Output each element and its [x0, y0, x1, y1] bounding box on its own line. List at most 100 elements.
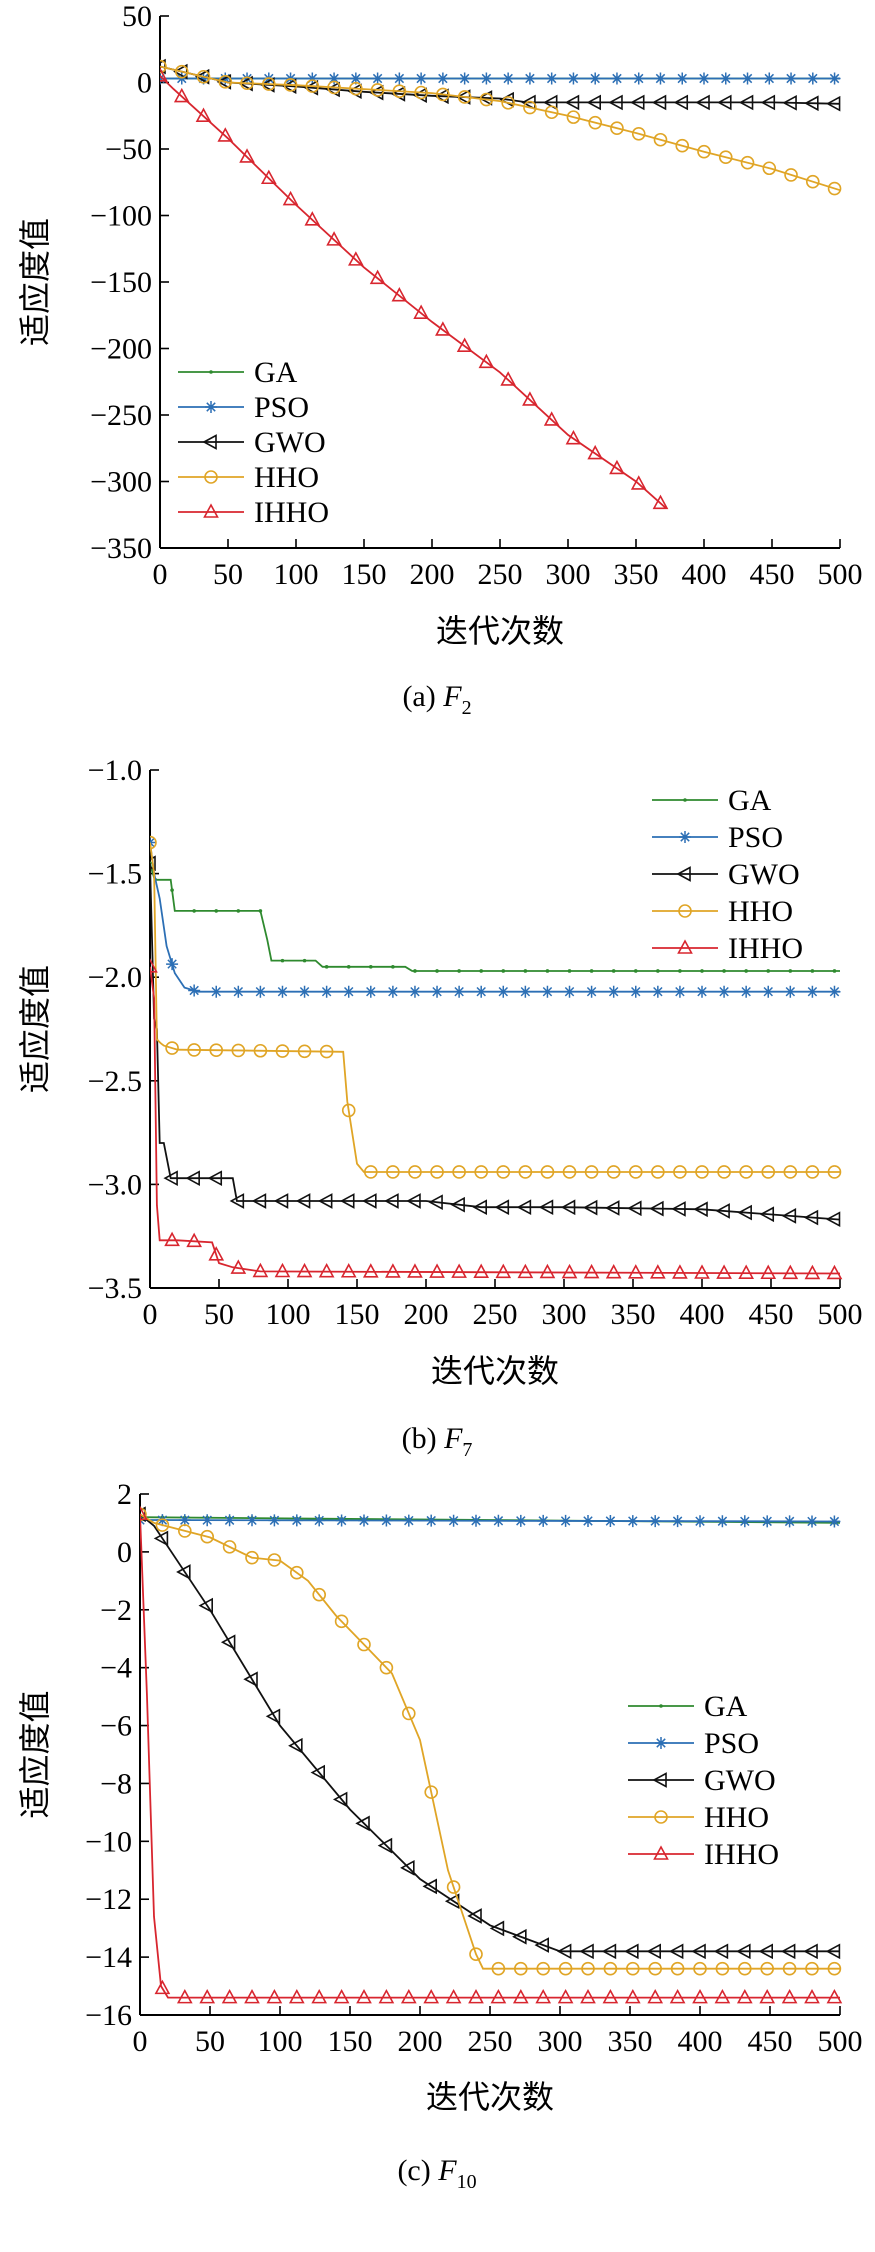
caption-subscript: 10 — [457, 2171, 477, 2193]
data-point-gwo — [713, 1943, 729, 1960]
data-point-gwo — [601, 1943, 617, 1960]
data-point-ihho — [160, 67, 168, 82]
data-point-pso — [567, 72, 580, 85]
series-hho — [160, 59, 842, 196]
data-point-hho — [653, 132, 668, 147]
legend-item-hho: HHO — [652, 895, 793, 928]
data-point-ga — [258, 909, 263, 913]
series-pso — [160, 72, 841, 85]
data-point-hho — [349, 81, 363, 96]
data-point-ihho — [781, 1988, 798, 2004]
data-point-hho — [697, 144, 711, 159]
data-point-ihho — [759, 1988, 776, 2004]
data-point-pso — [175, 72, 188, 85]
data-point-pso — [698, 72, 710, 85]
data-point-ihho — [217, 127, 234, 142]
legend-item-gwo: GWO — [652, 858, 800, 891]
series-line-hho — [150, 842, 840, 1173]
data-point-ihho — [391, 287, 408, 302]
data-point-ihho — [517, 1263, 534, 1279]
y-axis-title: 适应度值 — [16, 1690, 54, 1818]
data-point-ihho — [252, 1262, 269, 1278]
data-point-pso — [559, 1514, 572, 1527]
data-point-ihho — [230, 1259, 247, 1274]
data-point-ga — [788, 969, 793, 973]
data-point-hho — [518, 1165, 533, 1179]
data-point-gwo — [582, 1199, 598, 1216]
data-point-pso — [364, 985, 377, 998]
data-point-pso — [371, 72, 384, 85]
data-point-hho — [452, 1165, 466, 1179]
series-pso — [140, 1514, 841, 1528]
data-point-hho — [319, 1044, 334, 1059]
caption-function: F — [437, 2154, 457, 2187]
data-point-ga — [523, 969, 528, 973]
data-point-pso — [828, 985, 841, 998]
data-point-hho — [648, 1961, 663, 1976]
y-tick-label: 0 — [117, 1536, 132, 1569]
data-point-hho — [209, 1043, 224, 1058]
data-point-ihho — [239, 148, 255, 163]
series-hho — [140, 1507, 842, 1976]
legend-label: GA — [704, 1690, 748, 1723]
data-point-pso — [349, 72, 362, 85]
x-tick-label: 200 — [398, 2025, 443, 2058]
data-point-ihho — [804, 1988, 820, 2004]
data-point-hho — [496, 1165, 511, 1179]
data-point-hho — [805, 174, 820, 189]
data-point-gwo — [605, 1200, 620, 1216]
legend-item-pso: PSO — [652, 821, 783, 854]
data-point-gwo — [355, 1815, 370, 1832]
y-axis-title: 适应度值 — [16, 218, 54, 346]
x-tick-label: 100 — [258, 2025, 303, 2058]
data-point-gwo — [691, 1943, 706, 1960]
data-point-hho — [718, 150, 733, 164]
data-point-pso — [519, 985, 532, 998]
data-point-ihho — [304, 211, 321, 226]
y-tick-label: −4 — [100, 1652, 132, 1685]
data-point-ga — [236, 909, 241, 913]
data-point-hho — [761, 1165, 776, 1179]
data-point-gwo — [163, 1170, 178, 1187]
data-point-gwo — [198, 1597, 213, 1614]
data-point-ihho — [451, 1263, 467, 1278]
data-point-gwo — [586, 94, 601, 111]
data-point-ihho — [543, 411, 560, 426]
data-point-ga — [722, 969, 726, 973]
data-point-pso — [298, 985, 311, 998]
data-point-pso — [380, 1514, 393, 1527]
data-point-hho — [740, 155, 755, 170]
series-line-gwo — [140, 1513, 840, 1953]
series-line-ihho — [160, 75, 667, 509]
data-point-ihho — [326, 231, 342, 246]
data-point-ihho — [605, 1264, 622, 1279]
data-point-hho — [178, 1524, 192, 1538]
data-point-hho — [479, 92, 494, 107]
y-tick-label: 50 — [122, 0, 152, 33]
data-point-ga — [214, 909, 219, 913]
data-point-ihho — [624, 1988, 641, 2004]
data-point-pso — [649, 1515, 662, 1528]
data-point-gwo — [560, 1199, 576, 1216]
legend: GA PSO GWO HHO IHHO — [628, 1690, 779, 1871]
data-point-gwo — [760, 94, 776, 111]
legend-marker-pso — [679, 831, 691, 843]
data-point-gwo — [150, 855, 156, 872]
data-point-ihho — [340, 1263, 357, 1278]
chart-f7: 0 50 100 150 200 250 300 350 400 450 500 −1.0 −1.5 −2… — [16, 754, 863, 1461]
data-point-hho — [760, 1961, 775, 1976]
x-tick-label: 200 — [410, 558, 455, 591]
data-point-gwo — [489, 1920, 505, 1937]
data-point-pso — [762, 985, 775, 998]
data-point-pso — [358, 1514, 370, 1527]
data-point-ga — [633, 969, 638, 973]
data-point-pso — [563, 985, 576, 998]
data-point-pso — [475, 985, 488, 998]
data-point-gwo — [243, 1671, 258, 1688]
data-point-gwo — [362, 1193, 377, 1209]
data-point-hho — [370, 83, 385, 97]
data-point-pso — [694, 1515, 706, 1528]
data-point-pso — [738, 1515, 751, 1528]
data-point-gwo — [803, 1209, 819, 1226]
data-point-ihho — [495, 1263, 512, 1279]
